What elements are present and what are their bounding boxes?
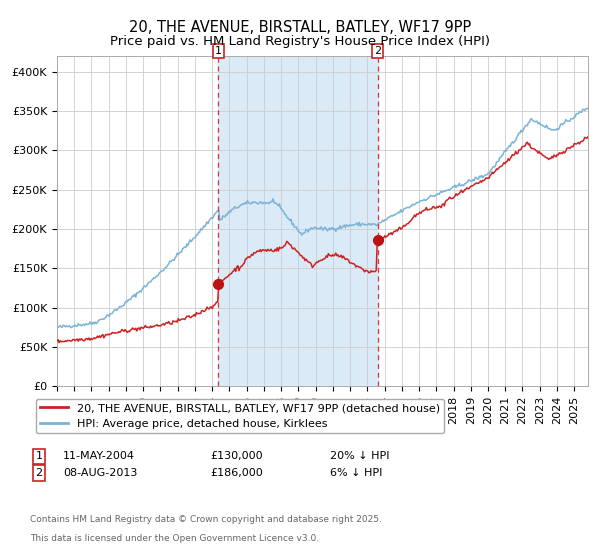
Text: £130,000: £130,000 <box>210 451 263 461</box>
Text: Contains HM Land Registry data © Crown copyright and database right 2025.: Contains HM Land Registry data © Crown c… <box>30 515 382 524</box>
Text: 2: 2 <box>35 468 43 478</box>
Text: £186,000: £186,000 <box>210 468 263 478</box>
Text: 1: 1 <box>215 46 222 56</box>
Text: 2: 2 <box>374 46 381 56</box>
Text: 11-MAY-2004: 11-MAY-2004 <box>63 451 135 461</box>
Text: This data is licensed under the Open Government Licence v3.0.: This data is licensed under the Open Gov… <box>30 534 319 543</box>
Text: 6% ↓ HPI: 6% ↓ HPI <box>330 468 382 478</box>
Legend: 20, THE AVENUE, BIRSTALL, BATLEY, WF17 9PP (detached house), HPI: Average price,: 20, THE AVENUE, BIRSTALL, BATLEY, WF17 9… <box>35 399 444 433</box>
Text: 20% ↓ HPI: 20% ↓ HPI <box>330 451 389 461</box>
Bar <box>218 56 377 386</box>
Text: 08-AUG-2013: 08-AUG-2013 <box>63 468 137 478</box>
Text: Price paid vs. HM Land Registry's House Price Index (HPI): Price paid vs. HM Land Registry's House … <box>110 35 490 48</box>
Text: 1: 1 <box>35 451 43 461</box>
Text: 20, THE AVENUE, BIRSTALL, BATLEY, WF17 9PP: 20, THE AVENUE, BIRSTALL, BATLEY, WF17 9… <box>129 20 471 35</box>
